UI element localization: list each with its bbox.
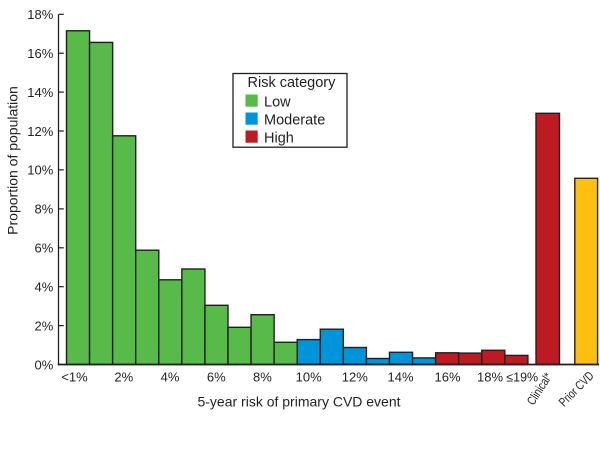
- svg-text:10%: 10%: [27, 163, 53, 178]
- svg-text:<1%: <1%: [61, 370, 88, 385]
- svg-text:16%: 16%: [434, 370, 460, 385]
- svg-text:18%: 18%: [477, 370, 503, 385]
- svg-text:8%: 8%: [253, 370, 272, 385]
- svg-text:Risk category: Risk category: [248, 75, 337, 91]
- svg-text:Proportion of population: Proportion of population: [5, 86, 21, 235]
- svg-text:2%: 2%: [114, 370, 133, 385]
- svg-text:0%: 0%: [35, 357, 54, 372]
- svg-text:14%: 14%: [27, 85, 53, 100]
- svg-text:4%: 4%: [161, 370, 180, 385]
- svg-text:Moderate: Moderate: [264, 113, 325, 129]
- svg-text:6%: 6%: [207, 370, 226, 385]
- svg-text:Low: Low: [264, 95, 291, 111]
- svg-text:High: High: [264, 131, 294, 147]
- svg-text:5-year risk of primary CVD eve: 5-year risk of primary CVD event: [197, 394, 400, 410]
- svg-text:2%: 2%: [35, 318, 54, 333]
- svg-text:4%: 4%: [35, 280, 54, 295]
- svg-text:6%: 6%: [35, 241, 54, 256]
- svg-text:12%: 12%: [27, 124, 53, 139]
- svg-text:10%: 10%: [296, 370, 322, 385]
- svg-text:18%: 18%: [27, 7, 53, 22]
- svg-text:12%: 12%: [342, 370, 368, 385]
- svg-text:14%: 14%: [387, 370, 413, 385]
- svg-text:8%: 8%: [35, 202, 54, 217]
- svg-text:16%: 16%: [27, 46, 53, 61]
- svg-text:≤19%: ≤19%: [506, 371, 538, 385]
- svg-text:Prior CVD: Prior CVD: [557, 369, 597, 409]
